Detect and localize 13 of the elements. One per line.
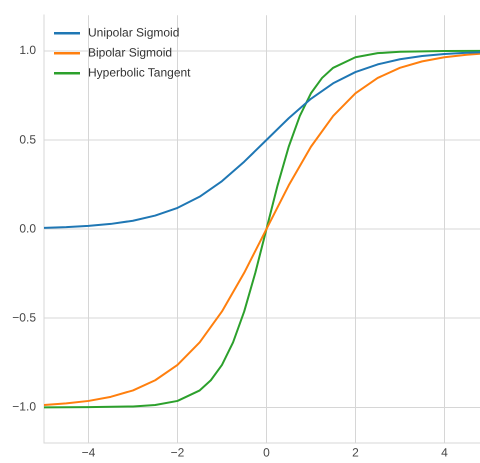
y-tick-label: 0.0 — [19, 221, 36, 236]
y-tick-label: 0.5 — [19, 132, 36, 146]
legend-label: Hyperbolic Tangent — [88, 66, 192, 80]
x-tick-label: −2 — [170, 446, 185, 460]
x-tick-label: −4 — [82, 446, 96, 460]
legend-label: Unipolar Sigmoid — [88, 26, 180, 40]
y-tick-label: 1.0 — [19, 43, 36, 58]
x-tick-label: 0 — [263, 446, 270, 460]
y-tick-label: −1.0 — [12, 400, 36, 414]
x-tick-label: 2 — [352, 446, 360, 460]
legend-label: Bipolar Sigmoid — [88, 46, 172, 60]
x-tick-label: 4 — [441, 446, 448, 460]
y-tick-label: −0.5 — [12, 310, 36, 325]
